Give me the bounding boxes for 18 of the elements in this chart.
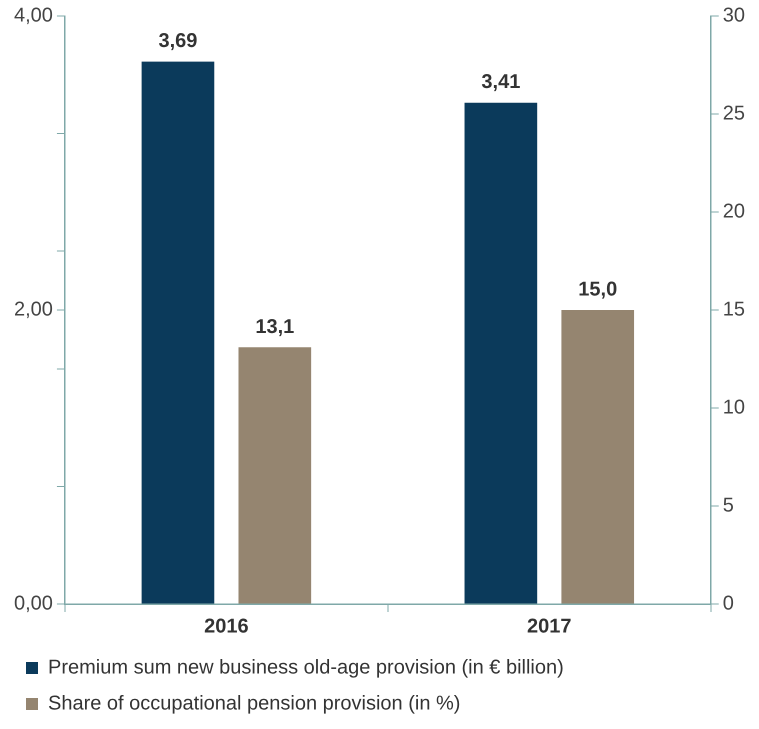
y2-tick-label: 25 [722,102,746,125]
y2-tick-label: 30 [722,4,746,27]
data-label: 13,1 [255,316,294,338]
data-label: 3,41 [481,71,520,94]
y-tick-label: 4,00 [14,4,53,27]
y2-tick-label: 0 [722,592,734,615]
y-tick-label: 2,00 [14,298,53,321]
x-tick-label: 2016 [204,616,249,638]
legend-label: Premium sum new business old-age provision (in € billion) [48,656,564,679]
y2-tick-label: 20 [722,200,746,223]
y2-tick-label: 15 [722,298,746,321]
y2-tick-label: 5 [722,494,734,517]
data-label: 3,69 [158,30,198,52]
x-tick-label: 2017 [527,616,572,638]
y-tick-label: 0,00 [14,592,53,615]
y2-tick-label: 10 [722,396,746,419]
data-label: 15,0 [578,278,618,301]
legend-label: Share of occupational pension provision (in %) [48,692,460,715]
